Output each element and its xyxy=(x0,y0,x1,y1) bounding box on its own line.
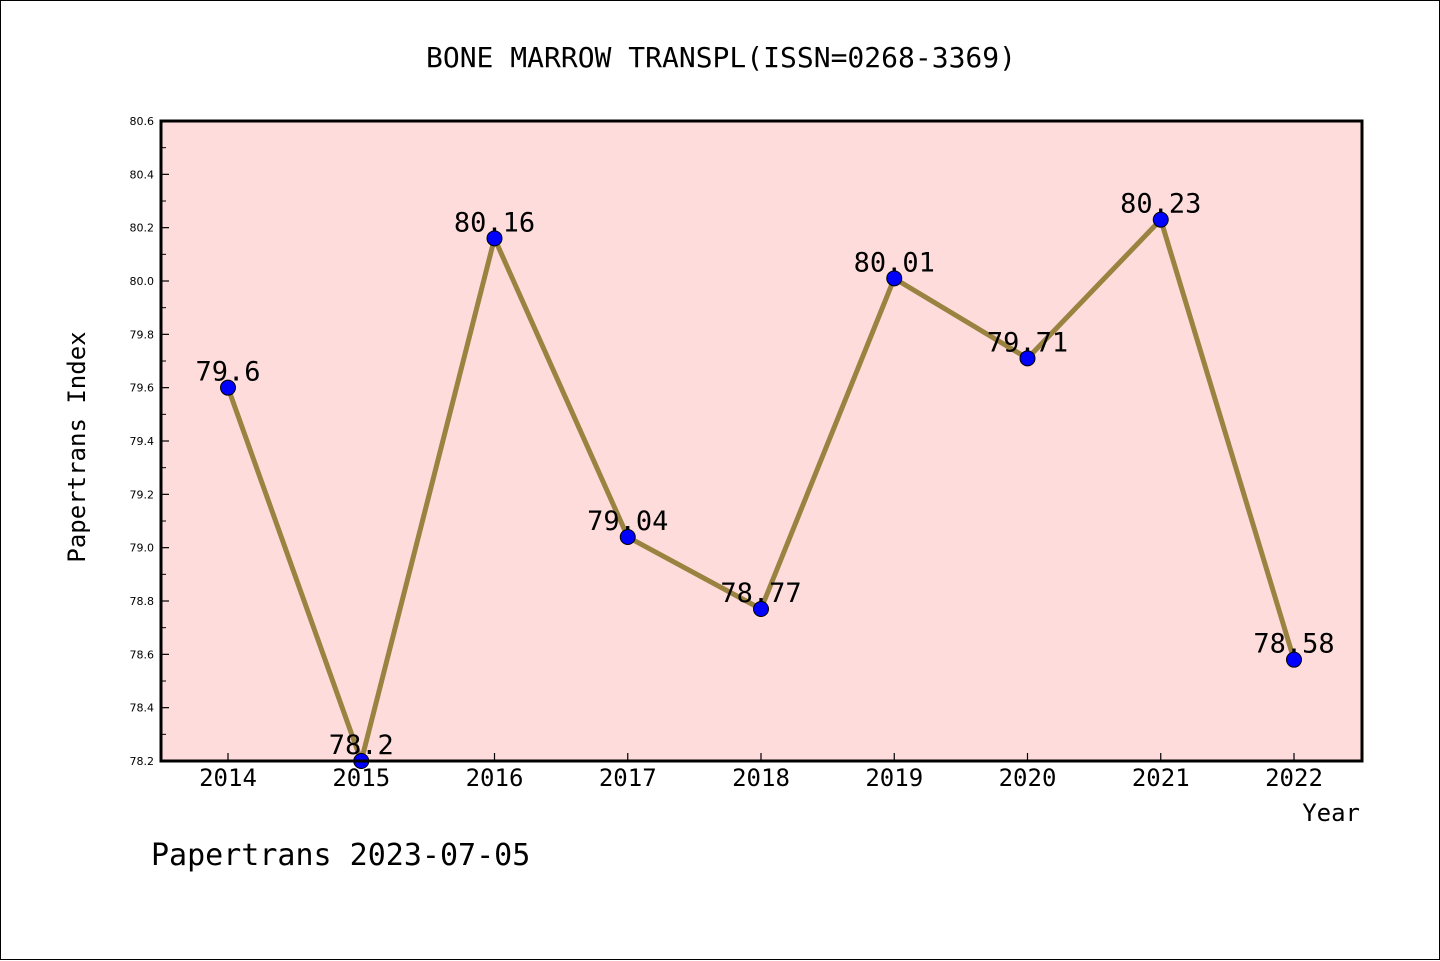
data-label-2018: 78.77 xyxy=(720,578,801,609)
x-tick-label: 2021 xyxy=(1132,764,1190,792)
y-tick-label: 79.2 xyxy=(130,488,155,501)
data-label-2014: 79.6 xyxy=(195,357,260,388)
data-point-2022 xyxy=(1286,651,1302,668)
data-point-2019 xyxy=(886,270,903,287)
data-label-2022: 78.58 xyxy=(1253,629,1334,660)
y-axis: 78.2 78.4 78.6 78.8 79.0 79.2 79.4 79.6 79.8 80.0… xyxy=(130,115,169,768)
data-point-2020 xyxy=(1019,350,1036,367)
x-tick-label: 2017 xyxy=(599,764,657,792)
plot-border xyxy=(159,119,1364,763)
y-tick-label: 79.0 xyxy=(130,542,155,555)
data-point-2021 xyxy=(1152,211,1169,228)
data-labels: 79.6 78.2 80.16 79.04 78.77 80.01 79.71 80.23 78… xyxy=(195,189,1334,761)
data-label-2017: 79.04 xyxy=(587,506,668,537)
y-tick-label: 78.2 xyxy=(130,755,155,768)
x-axis: 2014 2015 2016 2017 2018 2019 2020 2021 2022 xyxy=(199,753,1323,792)
x-axis-label: Year xyxy=(1302,799,1360,827)
y-tick-label: 79.4 xyxy=(130,435,155,448)
chart-title: BONE MARROW TRANSPL(ISSN=0268-3369) xyxy=(426,41,1016,74)
series-markers xyxy=(220,211,1302,769)
y-tick-label: 78.6 xyxy=(130,648,155,661)
y-tick-label: 79.6 xyxy=(130,382,155,395)
y-tick-label: 80.0 xyxy=(130,275,155,288)
data-label-2021: 80.23 xyxy=(1120,189,1201,220)
data-label-2020: 79.71 xyxy=(987,327,1068,358)
y-tick-label: 80.6 xyxy=(130,115,155,128)
x-tick-label: 2018 xyxy=(732,764,790,792)
y-tick-label: 80.2 xyxy=(130,222,155,235)
y-tick-label: 78.8 xyxy=(130,595,155,608)
data-point-2018 xyxy=(753,601,769,617)
data-point-2014 xyxy=(220,379,236,396)
y-axis-label: Papertrans Index xyxy=(63,331,91,562)
y-tick-label: 79.8 xyxy=(130,328,155,341)
data-point-2017 xyxy=(619,529,636,545)
x-tick-label: 2019 xyxy=(865,764,923,792)
x-tick-label: 2022 xyxy=(1265,764,1323,792)
x-tick-label: 2016 xyxy=(466,764,524,792)
footer-text: Papertrans 2023-07-05 xyxy=(151,838,530,873)
data-label-2015: 78.2 xyxy=(329,730,394,761)
y-tick-label: 78.4 xyxy=(130,702,155,715)
x-tick-label: 2014 xyxy=(199,764,257,792)
data-label-2019: 80.01 xyxy=(854,247,935,278)
data-point-2016 xyxy=(486,230,503,247)
x-tick-label: 2020 xyxy=(999,764,1057,792)
data-label-2016: 80.16 xyxy=(454,207,535,238)
y-tick-label: 80.4 xyxy=(130,168,155,181)
